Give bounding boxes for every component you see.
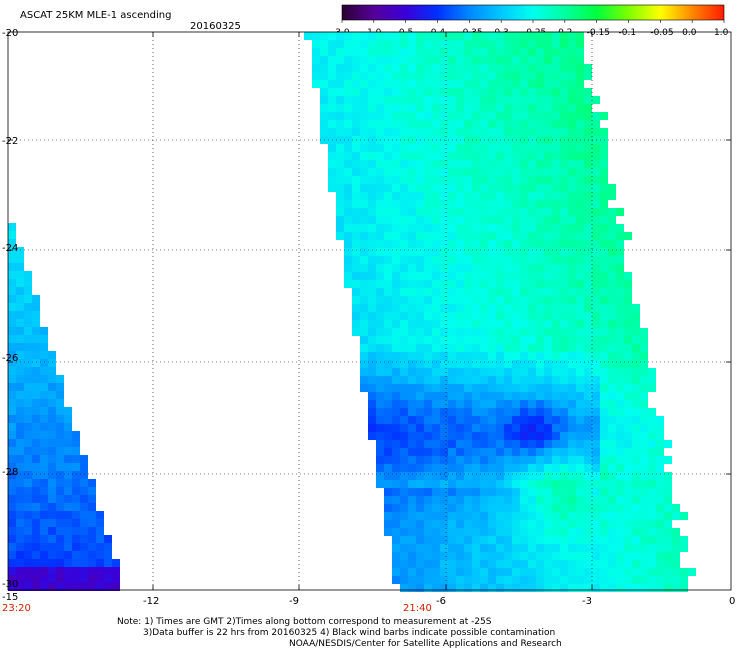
colorbar-tick-label: -0.05 [650, 28, 674, 38]
note-line-2: 3)Data buffer is 22 hrs from 20160325 4)… [143, 628, 556, 638]
product-date: 20160325 [190, 21, 241, 32]
note-line-1: Note: 1) Times are GMT 2)Times along bot… [117, 617, 492, 627]
lat-label-24: -24 [2, 243, 19, 254]
swath-cells [8, 32, 696, 592]
lat-label-28: -28 [2, 467, 19, 478]
colorbar-tick-label: 0.0 [682, 28, 697, 38]
map-frame [7, 31, 732, 591]
lat-label-20: -20 [2, 28, 19, 39]
lon-label-9: -9 [289, 596, 299, 607]
colorbar-gradient [341, 4, 725, 23]
colorbar-tick-label: 1.0 [714, 28, 729, 38]
map-grid [8, 32, 731, 590]
lon-label-12: -12 [143, 596, 160, 607]
axis-ticks [8, 32, 731, 590]
lon-label-3: -3 [582, 596, 592, 607]
scatterometer-map [7, 31, 732, 592]
colorbar-tick-label: -0.15 [586, 28, 610, 38]
lat-label-26: -26 [2, 353, 19, 364]
pass-time-right: 21:40 [403, 603, 432, 614]
lat-label-30: -30 [2, 579, 19, 590]
lon-label-6: -6 [436, 596, 446, 607]
lon-label-0: 0 [729, 596, 736, 607]
product-title: ASCAT 25KM MLE-1 ascending [20, 10, 172, 21]
pass-time-left: 23:20 [2, 603, 31, 614]
lon-label-15: -15 [2, 592, 19, 603]
credit-line: NOAA/NESDIS/Center for Satellite Applica… [289, 639, 562, 649]
colorbar-tick-label: -0.1 [618, 28, 637, 38]
lat-label-22: -22 [2, 136, 19, 147]
